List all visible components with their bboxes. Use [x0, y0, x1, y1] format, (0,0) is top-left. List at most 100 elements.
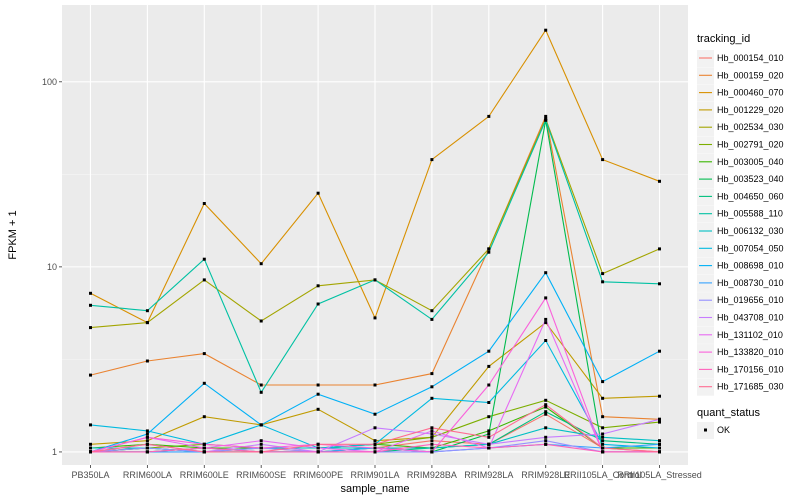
data-point [601, 426, 605, 430]
data-point [316, 191, 320, 195]
data-point [544, 339, 548, 342]
data-point [601, 280, 605, 284]
data-point [430, 450, 434, 454]
data-point [487, 364, 491, 368]
data-point [487, 432, 491, 436]
data-point [316, 392, 320, 396]
data-point [658, 349, 661, 353]
legend-title: tracking_id [697, 33, 750, 45]
y-axis: 1 10 100 [42, 77, 62, 457]
data-points [89, 28, 661, 454]
legend-label: Hb_000159_020 [717, 70, 784, 80]
data-point [430, 432, 434, 436]
data-point [544, 317, 548, 321]
data-point [544, 410, 548, 414]
legend: tracking_id Hb_000154_010 Hb_000159_020 Hb… [697, 33, 784, 439]
data-point [658, 417, 661, 421]
data-point [89, 442, 92, 446]
data-point [544, 296, 548, 300]
data-point [202, 202, 206, 205]
legend-label: Hb_008730_010 [717, 278, 784, 288]
data-point [259, 439, 263, 443]
data-point [544, 271, 548, 275]
data-point [145, 429, 149, 433]
data-point [487, 349, 491, 353]
data-point [259, 442, 263, 446]
data-point [316, 450, 320, 454]
data-point [430, 309, 434, 313]
data-point [259, 319, 263, 323]
data-point [658, 442, 661, 446]
data-point [373, 383, 377, 387]
data-point [601, 380, 605, 384]
data-point [202, 352, 206, 356]
data-point [373, 412, 377, 416]
data-point [259, 450, 263, 454]
data-point [487, 383, 491, 387]
legend2-key-point [704, 428, 707, 432]
data-point [373, 439, 377, 443]
legend-label: Hb_019656_010 [717, 295, 784, 305]
legend-label: Hb_003523_040 [717, 174, 784, 184]
data-point [544, 403, 548, 407]
data-point [601, 446, 605, 450]
data-point [601, 450, 605, 454]
data-point [487, 250, 491, 254]
legend-label: Hb_170156_010 [717, 364, 784, 374]
data-point [89, 446, 92, 450]
data-point [487, 435, 491, 439]
data-point [430, 439, 434, 443]
x-tick-label: RRII105LA_Control [564, 470, 642, 480]
x-tick-label: RRIM600LA [123, 470, 172, 480]
data-point [373, 442, 377, 446]
data-point [145, 450, 149, 454]
data-point [544, 118, 548, 122]
data-point [430, 429, 434, 433]
data-point [373, 446, 377, 450]
data-point [601, 272, 605, 276]
data-point [89, 291, 92, 295]
legend-label: Hb_043708_010 [717, 313, 784, 323]
data-point [89, 326, 92, 330]
legend-label: Hb_008698_010 [717, 261, 784, 271]
data-point [145, 442, 149, 446]
legend-label: Hb_006132_030 [717, 226, 784, 236]
x-tick-label: RRIM928BA [407, 470, 457, 480]
x-tick-label: PB350LA [71, 470, 109, 480]
data-point [601, 158, 605, 162]
data-point [487, 415, 491, 419]
data-point [430, 372, 434, 376]
data-point [430, 446, 434, 450]
data-point [487, 442, 491, 446]
data-point [601, 439, 605, 443]
data-point [544, 405, 548, 409]
data-point [430, 317, 434, 321]
data-point [430, 435, 434, 439]
data-point [316, 442, 320, 446]
data-point [259, 262, 263, 266]
x-tick-label: RRIM928LA [464, 470, 513, 480]
x-tick-label: RRII105LA_Stressed [617, 470, 702, 480]
data-point [145, 432, 149, 436]
data-point [316, 383, 320, 387]
data-point [544, 435, 548, 439]
data-point [145, 446, 149, 450]
data-point [658, 394, 661, 398]
legend-label: Hb_000460_070 [717, 88, 784, 98]
data-point [89, 423, 92, 427]
data-point [601, 442, 605, 446]
data-point [544, 442, 548, 446]
data-point [145, 439, 149, 443]
data-point [145, 321, 149, 325]
data-point [658, 439, 661, 443]
legend-label: Hb_005588_110 [717, 209, 783, 219]
data-point [658, 420, 661, 424]
data-point [601, 415, 605, 419]
data-point [658, 446, 661, 450]
data-point [430, 158, 434, 162]
data-point [601, 396, 605, 400]
data-point [316, 302, 320, 306]
data-point [202, 450, 206, 454]
legend-label: Hb_000154_010 [717, 53, 784, 63]
data-point [259, 390, 263, 394]
